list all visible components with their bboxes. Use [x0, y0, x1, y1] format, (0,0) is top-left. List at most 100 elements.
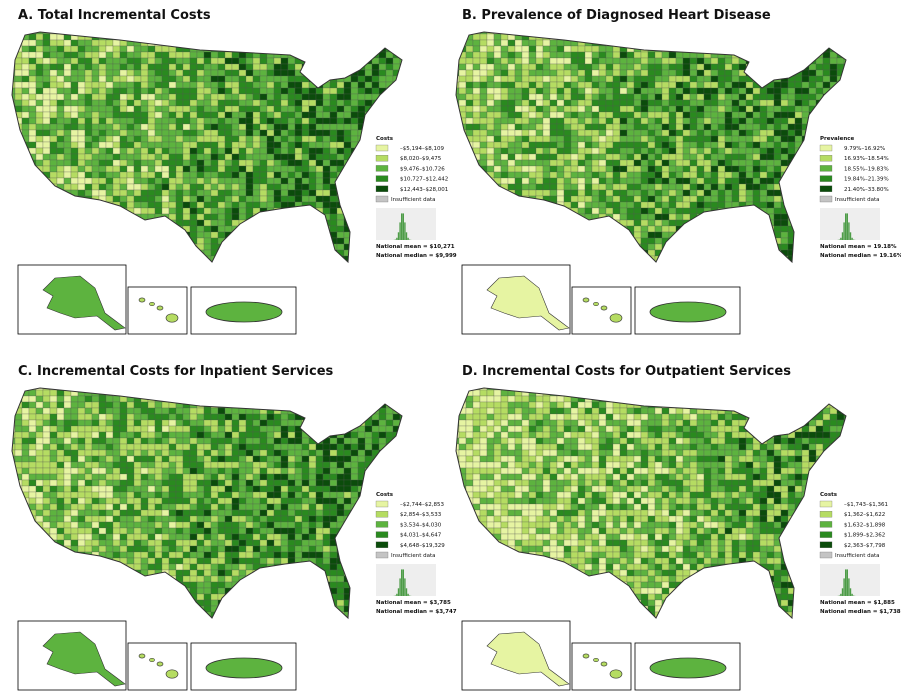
county	[245, 105, 254, 113]
county	[217, 153, 226, 161]
county	[822, 201, 831, 209]
county	[196, 33, 205, 41]
county	[507, 45, 516, 53]
county	[752, 45, 761, 53]
county	[329, 225, 338, 233]
county	[703, 213, 712, 221]
county	[808, 69, 817, 77]
county	[14, 551, 23, 559]
county	[49, 117, 58, 125]
county	[12, 503, 16, 511]
county	[556, 57, 565, 65]
county	[710, 255, 719, 262]
county	[294, 93, 303, 101]
county	[203, 225, 212, 233]
county	[168, 87, 177, 95]
county	[343, 183, 352, 191]
county	[570, 87, 579, 95]
county	[773, 141, 782, 149]
county	[745, 105, 754, 113]
county	[486, 165, 495, 173]
county	[563, 141, 572, 149]
county	[486, 159, 495, 167]
county	[42, 45, 51, 53]
county	[49, 189, 58, 197]
county	[738, 177, 747, 185]
county	[675, 255, 684, 262]
county	[808, 33, 817, 41]
county	[140, 32, 149, 35]
county	[703, 129, 712, 137]
county	[500, 189, 509, 197]
county	[493, 129, 502, 137]
county	[336, 99, 345, 107]
county	[119, 105, 128, 113]
county	[584, 32, 593, 35]
legend-swatch	[819, 155, 833, 162]
county	[717, 51, 726, 59]
county	[851, 58, 858, 64]
county	[238, 261, 247, 262]
county	[689, 129, 698, 137]
county	[12, 599, 16, 607]
county	[528, 69, 537, 77]
county	[570, 81, 579, 89]
county	[98, 69, 107, 77]
county	[133, 129, 142, 137]
county	[752, 261, 761, 262]
county	[42, 593, 51, 601]
county	[465, 51, 474, 59]
county	[350, 243, 359, 251]
county	[252, 201, 261, 209]
county	[84, 183, 93, 191]
county	[245, 189, 254, 197]
county	[472, 99, 481, 107]
county	[266, 63, 275, 71]
county	[605, 57, 614, 65]
county	[731, 75, 740, 83]
county	[210, 159, 219, 167]
county	[591, 99, 600, 107]
county	[689, 45, 698, 53]
county	[266, 177, 275, 185]
county	[493, 159, 502, 167]
county	[535, 135, 544, 143]
county	[266, 189, 275, 197]
county	[217, 219, 226, 227]
county	[140, 201, 149, 209]
county	[329, 33, 338, 41]
county	[308, 57, 317, 65]
county	[273, 63, 282, 71]
county	[843, 87, 846, 95]
county	[315, 123, 324, 131]
county	[315, 32, 324, 35]
legend-swatch	[375, 155, 389, 162]
county	[357, 207, 366, 215]
county	[598, 159, 607, 167]
county	[280, 195, 289, 203]
county	[808, 45, 817, 53]
county	[465, 207, 474, 215]
county	[591, 207, 600, 215]
county	[35, 99, 44, 107]
county	[280, 165, 289, 173]
county	[266, 45, 275, 53]
county	[175, 93, 184, 101]
county	[189, 243, 198, 251]
county	[612, 231, 621, 239]
histogram-bar	[851, 237, 853, 240]
county	[217, 117, 226, 125]
county	[70, 207, 79, 215]
county	[91, 225, 100, 233]
county	[14, 545, 23, 553]
county	[28, 39, 37, 47]
county	[661, 183, 670, 191]
county	[280, 135, 289, 143]
county	[479, 123, 488, 131]
county	[49, 219, 58, 227]
county	[238, 147, 247, 155]
county	[633, 117, 642, 125]
county	[773, 189, 782, 197]
county	[140, 249, 149, 257]
county	[822, 33, 831, 41]
